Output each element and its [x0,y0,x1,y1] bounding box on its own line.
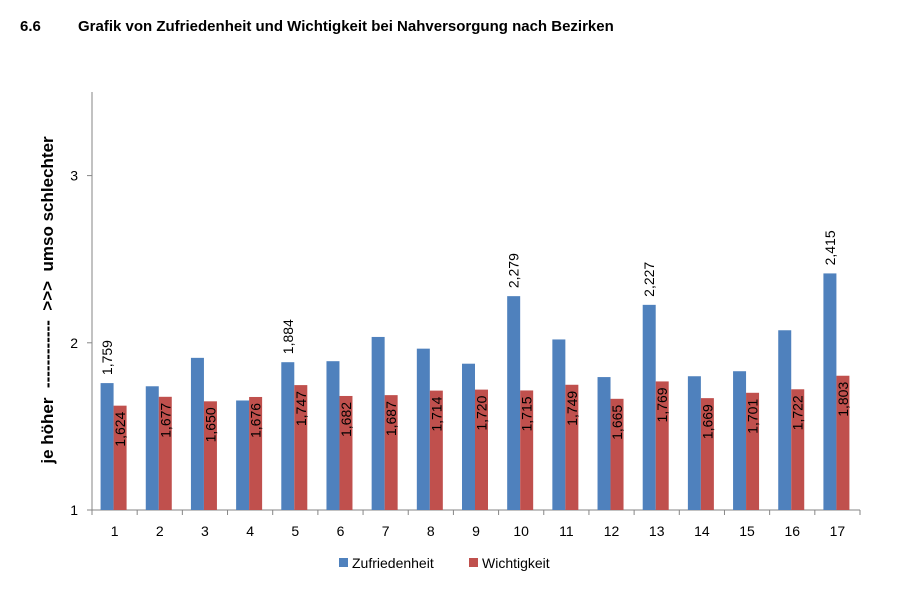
bar-wichtigkeit [791,389,805,510]
data-label-zufriedenheit: 2,279 [506,253,522,288]
bar-wichtigkeit [113,405,127,510]
legend-swatch-wichtigkeit [469,558,478,567]
data-label-wichtigkeit: 1,676 [248,403,264,438]
bar-wichtigkeit [746,392,760,510]
data-label-zufriedenheit: 2,415 [822,230,838,265]
bar-zufriedenheit [326,361,340,510]
x-tick-label: 2 [156,523,164,539]
x-tick-label: 3 [201,523,209,539]
bar-wichtigkeit [836,375,850,510]
x-tick-label: 8 [427,523,435,539]
x-tick-label: 5 [291,523,299,539]
bar-wichtigkeit [384,395,398,510]
data-label-wichtigkeit: 1,650 [202,407,218,442]
bar-zufriedenheit [642,304,656,510]
bar-wichtigkeit [294,385,308,510]
x-tick-label: 11 [559,523,574,539]
x-tick-label: 15 [739,523,755,539]
bar-wichtigkeit [203,401,217,510]
bar-wichtigkeit [429,390,443,510]
y-axis-title: je höher ------------ >>> umso schlechte… [38,136,57,465]
data-label-zufriedenheit: 1,884 [280,319,296,354]
bar-zufriedenheit [462,363,475,510]
bar-wichtigkeit [475,389,488,510]
x-tick-label: 6 [337,523,345,539]
data-label-wichtigkeit: 1,701 [745,399,761,434]
bar-zufriedenheit [416,348,430,510]
bar-zufriedenheit [597,377,611,510]
bar-wichtigkeit [520,390,534,510]
x-tick-label: 16 [784,523,800,539]
data-label-wichtigkeit: 1,677 [157,403,173,438]
bar-zufriedenheit [145,386,159,510]
section-title: Grafik von Zufriedenheit und Wichtigkeit… [78,18,614,35]
bar-zufriedenheit [281,362,295,510]
bar-zufriedenheit [507,296,521,510]
data-label-zufriedenheit: 1,759 [99,340,115,375]
x-tick-label: 1 [111,523,119,539]
x-tick-label: 4 [246,523,254,539]
bar-zufriedenheit [371,336,385,510]
data-label-wichtigkeit: 1,715 [519,396,535,431]
data-label-wichtigkeit: 1,803 [835,382,851,417]
data-label-wichtigkeit: 1,687 [383,401,399,436]
x-tick-label: 13 [649,523,665,539]
bar-wichtigkeit [610,398,624,510]
data-label-wichtigkeit: 1,682 [338,402,354,437]
bar-zufriedenheit [733,371,747,510]
y-tick-label: 3 [70,168,78,184]
data-label-wichtigkeit: 1,720 [474,395,490,430]
legend-label-zufriedenheit: Zufriedenheit [352,555,434,571]
x-tick-label: 17 [830,523,846,539]
bar-zufriedenheit [778,330,792,510]
bar-zufriedenheit [100,383,114,510]
bar-wichtigkeit [339,395,353,510]
legend-label-wichtigkeit: Wichtigkeit [482,555,550,571]
bar-zufriedenheit [236,400,250,510]
data-label-wichtigkeit: 1,749 [564,391,580,426]
data-label-wichtigkeit: 1,769 [654,387,670,422]
x-tick-label: 14 [694,523,710,539]
x-tick-label: 7 [382,523,390,539]
data-label-wichtigkeit: 1,747 [293,391,309,426]
data-label-wichtigkeit: 1,665 [609,405,625,440]
legend-swatch-zufriedenheit [339,558,348,567]
data-label-wichtigkeit: 1,714 [428,396,444,431]
data-label-wichtigkeit: 1,722 [790,395,806,430]
data-label-wichtigkeit: 1,624 [112,411,128,446]
bar-zufriedenheit [823,273,837,510]
x-tick-label: 12 [604,523,620,539]
y-tick-label: 2 [70,335,78,351]
y-tick-label: 1 [70,502,78,518]
x-tick-label: 9 [472,523,480,539]
bar-wichtigkeit [158,396,172,510]
data-label-wichtigkeit: 1,669 [699,404,715,439]
section-number: 6.6 [20,18,41,35]
bar-zufriedenheit [552,339,566,510]
bar-wichtigkeit [655,381,669,510]
section-heading: 6.6 Grafik von Zufriedenheit und Wichtigk… [20,18,614,35]
x-tick-label: 10 [513,523,529,539]
bar-wichtigkeit [249,396,263,510]
bar-zufriedenheit [190,357,204,510]
bar-wichtigkeit [700,398,714,510]
bar-wichtigkeit [565,384,579,510]
data-label-zufriedenheit: 2,227 [641,262,657,297]
bar-zufriedenheit [687,376,701,510]
